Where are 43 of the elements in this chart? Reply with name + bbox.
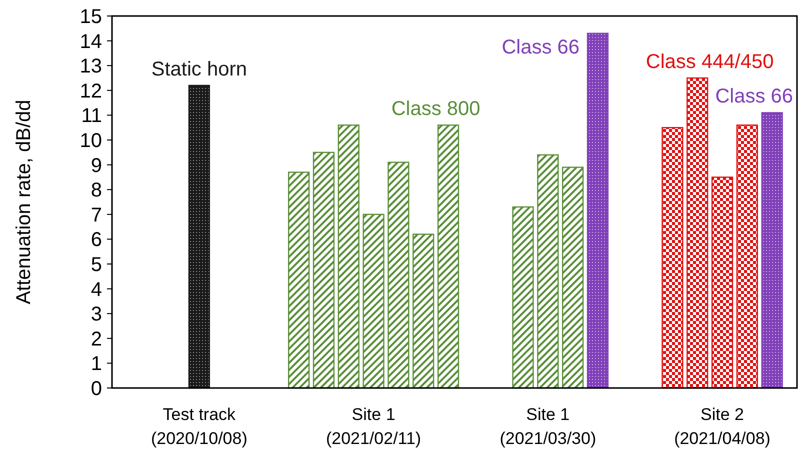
- y-tick-label: 9: [90, 154, 102, 177]
- bar: [188, 84, 210, 389]
- bar: [662, 127, 684, 389]
- x-tick-label: Site 1 (2021/03/30): [500, 405, 596, 448]
- bar: [761, 112, 783, 389]
- x-tick-label: Test track (2020/10/08): [150, 405, 248, 448]
- bar: [338, 124, 360, 389]
- bar: [512, 206, 534, 389]
- series-label: Class 66: [502, 36, 580, 58]
- series-label: Static horn: [151, 58, 247, 80]
- y-tick-label: 15: [80, 6, 102, 28]
- bar: [686, 77, 708, 389]
- y-tick-label: 10: [80, 130, 102, 152]
- series-label: Class 800: [391, 98, 480, 120]
- bar: [288, 172, 310, 389]
- bar: [537, 154, 559, 389]
- y-axis-title: Attenuation rate, dB/dd: [13, 100, 35, 304]
- y-tick-label: 1: [90, 353, 102, 376]
- bar: [562, 166, 584, 389]
- x-tick-label: Site 1 (2021/02/11): [326, 405, 422, 448]
- bar: [736, 124, 758, 389]
- bar: [362, 214, 384, 389]
- bar: [312, 152, 335, 389]
- y-tick-label: 13: [80, 56, 102, 78]
- y-tick-label: 2: [90, 328, 102, 350]
- y-tick-label: 11: [81, 105, 102, 128]
- y-tick-label: 5: [90, 254, 102, 276]
- bar: [437, 124, 460, 389]
- y-tick-label: 3: [90, 304, 102, 326]
- x-tick-label: Site 2 (2021/04/08): [674, 405, 770, 448]
- series-label: Class 444/450: [646, 51, 774, 73]
- y-tick-label: 6: [90, 229, 102, 252]
- text: Class 66: [715, 86, 793, 108]
- y-tick-label: 0: [90, 378, 102, 400]
- bar: [586, 32, 609, 389]
- y-tick-label: 7: [90, 204, 102, 226]
- y-tick-label: 14: [80, 30, 102, 53]
- bar: [412, 234, 434, 389]
- y-tick-label: 8: [90, 180, 102, 202]
- bar: [388, 162, 410, 389]
- y-tick-label: 4: [90, 278, 102, 301]
- bar: [711, 176, 734, 389]
- y-tick-label: 12: [80, 80, 102, 102]
